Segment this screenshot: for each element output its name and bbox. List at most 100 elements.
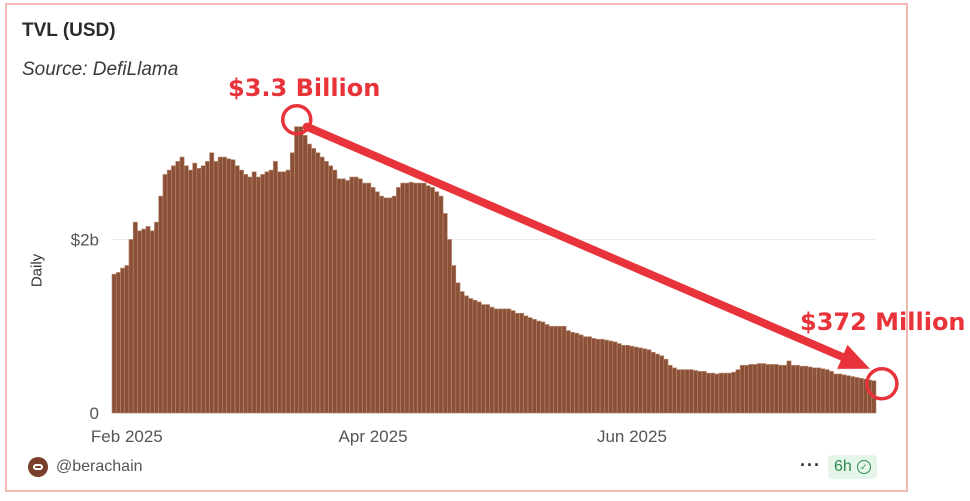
tvl-bar [688, 369, 694, 414]
tvl-bar [582, 336, 588, 414]
tvl-bar [179, 156, 185, 414]
tvl-bar [345, 180, 350, 414]
tvl-bar [230, 159, 236, 414]
tvl-bar [485, 304, 491, 414]
tvl-bar [166, 169, 172, 414]
tvl-bar [621, 345, 626, 414]
tvl-bar [213, 161, 219, 414]
tvl-bar [336, 178, 342, 414]
tvl-bar [591, 338, 597, 414]
tvl-bar [196, 168, 202, 414]
tvl-bar [332, 169, 338, 414]
trend-arrow-head [837, 344, 870, 369]
tvl-bar [132, 221, 138, 414]
tvl-bar [803, 365, 809, 414]
source-handle[interactable]: @berachain [28, 457, 143, 477]
tvl-bar [192, 162, 198, 414]
tvl-bar [510, 310, 516, 414]
tvl-bar [727, 372, 732, 414]
tvl-bar [790, 364, 796, 414]
more-options-button[interactable]: ··· [800, 455, 821, 475]
tvl-bar [574, 332, 580, 414]
tvl-bar [710, 372, 716, 414]
tvl-bar [638, 347, 643, 414]
tvl-bar [553, 325, 558, 414]
tvl-bar [565, 330, 571, 414]
x-tick-label: Apr 2025 [339, 427, 408, 446]
trend-arrow-line [302, 122, 847, 361]
tvl-bar [625, 345, 631, 414]
tvl-bar [756, 363, 762, 414]
tvl-bar [205, 161, 210, 414]
tvl-bar [294, 126, 300, 414]
tvl-bar [599, 338, 605, 414]
tvl-bar [217, 156, 223, 414]
tvl-bar [616, 343, 622, 414]
video-camera-icon [28, 457, 48, 477]
tvl-bar [315, 152, 321, 414]
tvl-bar [260, 174, 266, 414]
tvl-bar [680, 369, 686, 414]
tvl-bar [396, 187, 401, 414]
tvl-bar [570, 332, 575, 414]
tvl-bar [268, 169, 274, 414]
time-badge: 6h ✓ [828, 455, 877, 479]
tvl-bar [459, 291, 465, 414]
end-marker-circle [865, 366, 899, 401]
tvl-bar [629, 345, 635, 414]
tvl-bar [671, 367, 677, 414]
tvl-bar [850, 376, 856, 414]
tvl-bar [400, 182, 406, 414]
tvl-bar [200, 165, 206, 414]
tvl-bar [149, 230, 155, 414]
tvl-bar [595, 338, 601, 414]
tvl-bar [744, 364, 749, 414]
tvl-bar [272, 161, 278, 414]
tvl-bar [362, 182, 367, 414]
tvl-bar [854, 377, 860, 414]
tvl-bar [646, 349, 652, 414]
tvl-bar [289, 152, 295, 414]
tvl-bar [425, 185, 431, 414]
tvl-bar [633, 346, 639, 414]
tvl-bar [557, 325, 563, 414]
tvl-bar [480, 304, 486, 414]
tvl-bar [837, 373, 843, 414]
tvl-bar [188, 169, 193, 414]
peak-marker-circle [281, 103, 313, 136]
tvl-bar [413, 182, 418, 414]
tvl-bar [816, 367, 822, 414]
tvl-bar [807, 366, 813, 414]
tvl-bar [761, 363, 766, 414]
tvl-bar [421, 182, 427, 414]
tvl-bar [366, 182, 372, 414]
tvl-bar [540, 321, 546, 414]
tvl-bar [319, 156, 325, 414]
tvl-bar [833, 373, 839, 414]
tvl-bar [374, 191, 380, 414]
tvl-bar [124, 265, 130, 414]
tvl-bar [523, 315, 529, 414]
tvl-bar [782, 364, 788, 414]
bars [111, 126, 877, 414]
tvl-bar [209, 152, 215, 414]
annotations: $3.3 Billion $372 Million [228, 74, 966, 401]
tvl-bar [587, 336, 592, 414]
tvl-bar [697, 371, 703, 414]
tvl-bar [154, 221, 159, 414]
tvl-bar [548, 325, 554, 414]
tvl-bar [506, 308, 512, 414]
tvl-bar [731, 371, 737, 414]
tvl-bar [468, 298, 474, 414]
tvl-bar [612, 341, 618, 414]
tvl-bar [650, 351, 656, 414]
tvl-bar [370, 187, 376, 414]
tvl-bar [493, 308, 499, 414]
tvl-bar [735, 369, 741, 414]
tvl-bar [722, 372, 728, 414]
tvl-bar [654, 353, 660, 414]
check-circle-icon: ✓ [856, 460, 871, 474]
tvl-bar [256, 176, 261, 414]
tvl-bar [608, 340, 614, 414]
